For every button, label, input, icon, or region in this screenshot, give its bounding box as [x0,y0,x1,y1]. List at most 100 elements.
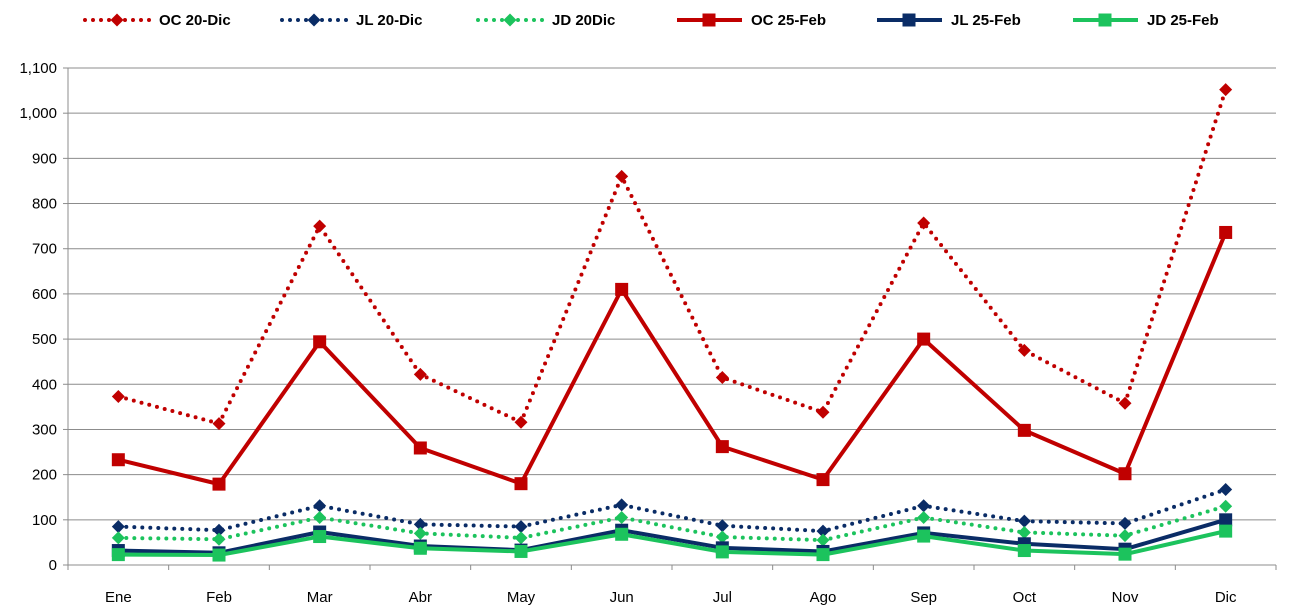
data-point [816,405,830,419]
data-point [111,453,125,467]
legend-label: JD 20Dic [552,12,615,29]
data-point [212,417,226,431]
series-line [118,517,1227,555]
data-point [615,169,629,183]
x-tick-label: Oct [1013,589,1037,606]
legend-label: OC 20-Dic [159,12,231,29]
data-point [313,530,327,544]
data-point [413,517,427,531]
y-tick-label: 1,100 [19,60,57,77]
series-jd-20dic [111,499,1233,547]
y-tick-label: 0 [49,557,57,574]
data-point [917,511,931,525]
data-point [514,477,528,491]
data-point [514,531,528,545]
data-point [917,529,931,543]
data-point [816,524,830,538]
data-point [816,473,830,487]
series-layer [111,83,1233,562]
y-tick-label: 1,000 [19,105,57,122]
legend-item-oc-25-feb: OC 25-Feb [677,12,826,29]
data-point [1118,547,1132,561]
data-point [313,499,327,513]
y-tick-label: 700 [32,241,57,258]
data-point [514,520,528,534]
x-tick-label: Jun [610,589,634,606]
data-point [313,219,327,233]
data-point [917,332,931,346]
data-point [1219,225,1233,239]
series-line [116,487,1228,534]
data-point [1118,467,1132,481]
x-tick-label: Dic [1215,589,1237,606]
legend-swatch-marker [702,13,716,27]
series-oc-25-feb [111,225,1233,491]
data-point [313,335,327,349]
y-tick-label: 300 [32,421,57,438]
data-point [715,545,729,559]
legend-swatch-marker [902,13,916,27]
data-point [1219,483,1233,497]
legend-item-oc-20-dic: OC 20-Dic [83,12,231,29]
data-point [111,520,125,534]
data-point [1017,544,1031,558]
data-point [917,499,931,513]
x-tick-label: Sep [910,589,937,606]
data-point [413,441,427,455]
legend-item-jl-20-dic: JL 20-Dic [280,12,422,29]
data-point [1118,516,1132,530]
data-point [1219,83,1233,97]
x-tick-label: Ene [105,589,132,606]
legend-label: JD 25-Feb [1147,12,1219,29]
data-point [1219,524,1233,538]
legend-label: OC 25-Feb [751,12,826,29]
y-tick-label: 800 [32,196,57,213]
data-point [111,548,125,562]
legend-swatch-marker [110,13,124,27]
data-point [816,533,830,547]
data-point [1118,529,1132,543]
y-tick-label: 400 [32,376,57,393]
legend-swatch-marker [307,13,321,27]
data-point [413,541,427,555]
y-tick-label: 200 [32,467,57,484]
data-point [1219,499,1233,513]
data-point [1017,514,1031,528]
data-point [1017,343,1031,357]
y-tick-label: 500 [32,331,57,348]
y-tick-label: 100 [32,512,57,529]
series-line [116,504,1228,543]
data-point [514,415,528,429]
data-point [615,511,629,525]
data-point [313,511,327,525]
legend-label: JL 20-Dic [356,12,422,29]
data-point [715,440,729,454]
data-point [615,498,629,512]
data-point [514,544,528,558]
series-jl-20-dic [111,483,1233,538]
x-tick-label: Abr [409,589,432,606]
axes [63,67,1277,570]
data-point [111,531,125,545]
x-tick-label: Mar [307,589,333,606]
x-tick-label: May [507,589,536,606]
data-point [212,548,226,562]
legend-swatch-marker [1098,13,1112,27]
data-point [715,370,729,384]
legend-item-jd-20dic: JD 20Dic [476,12,615,29]
legend-label: JL 25-Feb [951,12,1021,29]
data-point [212,523,226,537]
data-point [615,282,629,296]
data-point [111,389,125,403]
data-point [715,519,729,533]
data-point [917,216,931,230]
data-point [1017,525,1031,539]
legend-swatch-marker [503,13,517,27]
gridlines [68,67,1276,521]
data-point [212,532,226,546]
data-point [1219,513,1233,527]
legend-item-jl-25-feb: JL 25-Feb [877,12,1021,29]
y-tick-label: 900 [32,150,57,167]
y-tick-label: 600 [32,286,57,303]
